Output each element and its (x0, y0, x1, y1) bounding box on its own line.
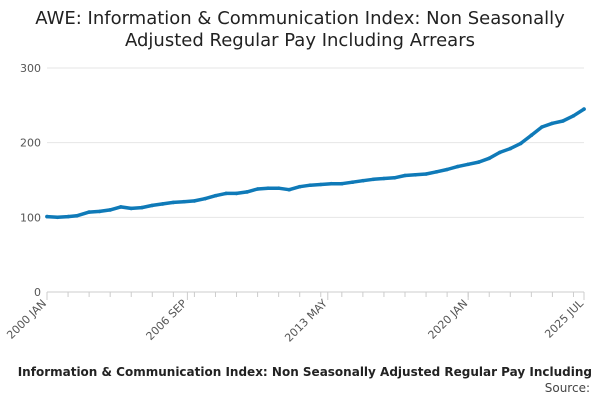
data-point (466, 162, 471, 167)
data-point (192, 199, 197, 203)
data-point (97, 209, 102, 214)
series-layer (45, 107, 586, 220)
data-point (297, 184, 302, 189)
data-point (382, 176, 386, 181)
y-axis: 0 100 200 300 (20, 62, 41, 299)
data-point (234, 191, 239, 196)
footer-source: Source: (545, 381, 590, 395)
x-axis: 2000 JAN 2006 SEP 2013 MAY 2020 JAN 2025 JUL (4, 292, 587, 345)
data-point (245, 190, 249, 194)
data-point (266, 186, 270, 190)
data-point (203, 196, 207, 201)
data-point (340, 181, 344, 186)
data-point (276, 186, 281, 190)
chart-title-line-2: Adjusted Regular Pay Including Arrears (125, 30, 475, 51)
data-point (529, 133, 534, 137)
data-point (108, 208, 112, 212)
data-point (487, 156, 492, 161)
data-point (329, 181, 334, 186)
data-point (392, 176, 397, 180)
data-point (224, 191, 228, 196)
data-point (182, 199, 186, 204)
x-tick-label: 2006 SEP (144, 297, 190, 343)
x-tick-label: 2025 JUL (542, 296, 586, 340)
x-tick-label: 2000 JAN (4, 297, 49, 342)
data-point (582, 107, 586, 111)
data-point (129, 206, 133, 211)
data-point (361, 178, 365, 183)
data-point (424, 172, 428, 176)
data-point (519, 141, 523, 146)
data-point (540, 125, 544, 129)
data-point (55, 215, 60, 220)
y-tick-label: 200 (20, 137, 41, 150)
data-point (308, 183, 313, 187)
data-point (498, 150, 502, 155)
data-point (66, 214, 70, 219)
footer-title: Information & Communication Index: Non S… (18, 365, 592, 379)
data-point (150, 203, 155, 208)
data-point (508, 146, 513, 151)
y-tick-label: 0 (34, 286, 41, 299)
data-point (161, 202, 165, 206)
y-tick-label: 100 (20, 211, 41, 224)
data-point (287, 187, 292, 192)
data-point (550, 121, 555, 126)
data-point (413, 173, 418, 177)
data-point (445, 167, 449, 172)
y-tick-label: 300 (20, 62, 41, 75)
chart-title-line-1: AWE: Information & Communication Index: … (35, 8, 565, 29)
data-point (118, 205, 123, 209)
data-point (75, 214, 79, 218)
data-point (350, 180, 355, 184)
data-point (213, 193, 218, 198)
data-point (571, 114, 576, 118)
data-point (171, 200, 176, 205)
data-point (476, 160, 481, 164)
data-point (403, 173, 407, 178)
x-tick-label: 2020 JAN (426, 297, 471, 342)
grid-lines (47, 67, 584, 293)
data-point (140, 205, 144, 210)
data-point (455, 164, 460, 169)
data-point (561, 119, 565, 123)
x-tick-label: 2013 MAY (282, 297, 330, 345)
data-point (45, 214, 49, 219)
data-point (434, 170, 439, 174)
data-point (319, 182, 323, 187)
data-point (371, 177, 376, 182)
data-point (255, 187, 260, 191)
series-line (45, 107, 586, 220)
data-point (87, 210, 91, 214)
